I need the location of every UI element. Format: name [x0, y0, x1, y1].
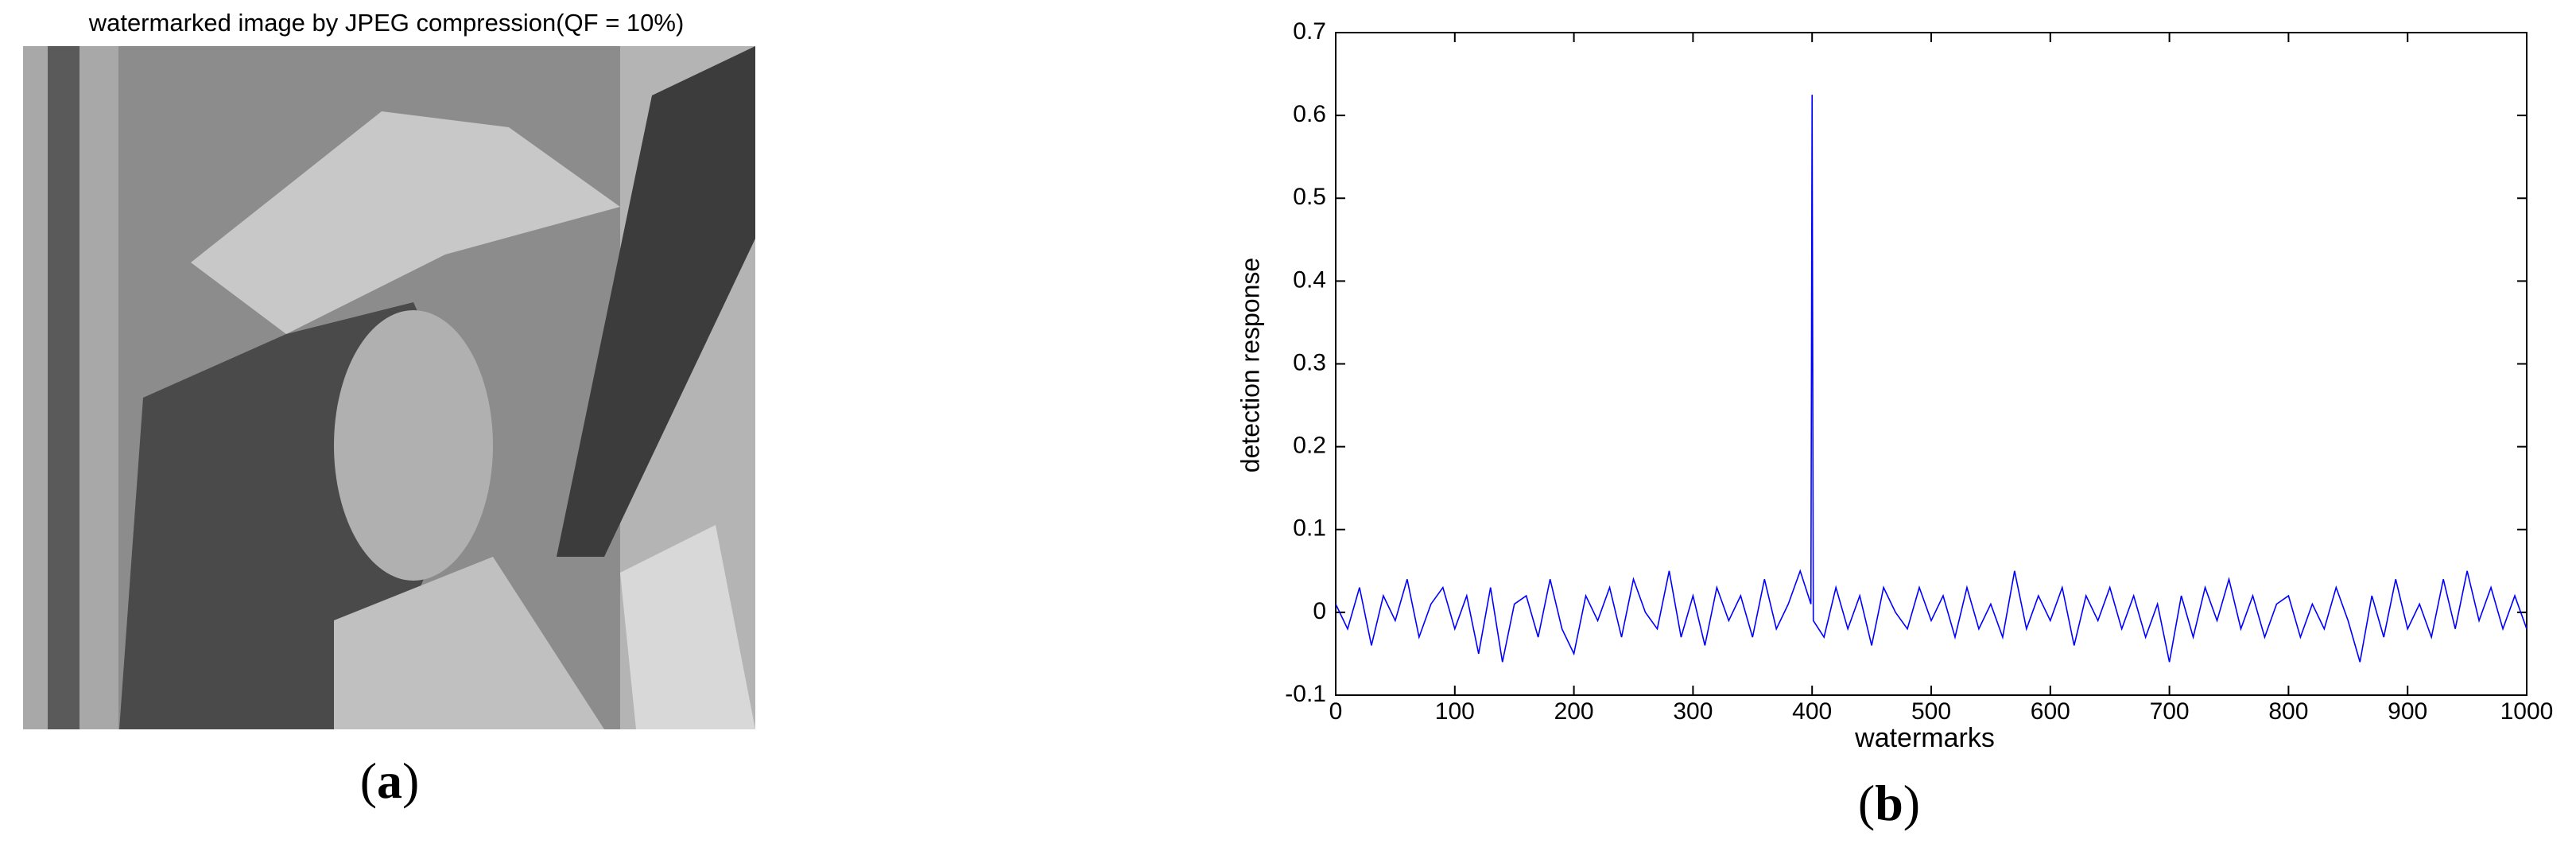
caption-letter: b: [1875, 775, 1903, 831]
y-tick-label: 0.5: [1293, 184, 1326, 210]
caption-paren: ): [402, 752, 419, 809]
x-tick-label: 0: [1329, 698, 1343, 725]
x-tick-label: 900: [2388, 698, 2427, 725]
x-tick-label: 300: [1673, 698, 1713, 725]
x-tick-label: 1000: [2500, 698, 2554, 725]
caption-paren: (: [1858, 775, 1875, 831]
x-tick-label: 200: [1554, 698, 1594, 725]
x-tick-label: 600: [2031, 698, 2070, 725]
y-tick-label: 0.6: [1293, 101, 1326, 127]
caption-b: (b): [1858, 775, 1920, 831]
y-tick-label: 0.3: [1293, 349, 1326, 375]
caption-a: (a): [360, 752, 420, 809]
x-tick-label: 100: [1435, 698, 1475, 725]
compressed-image: [23, 46, 755, 729]
y-axis-label: detection response: [1236, 258, 1264, 472]
y-tick-label: 0.1: [1293, 515, 1326, 542]
x-tick-label: 400: [1792, 698, 1832, 725]
image-title: watermarked image by JPEG compression(QF…: [88, 9, 685, 37]
x-tick-label: 800: [2268, 698, 2308, 725]
data-line: [1335, 95, 2528, 663]
plot-frame: [1335, 32, 2528, 696]
y-tick-label: 0.2: [1293, 433, 1326, 459]
y-tick-label: 0.4: [1293, 266, 1326, 293]
caption-paren: (: [360, 752, 377, 809]
x-tick-label: 700: [2150, 698, 2190, 725]
y-tick-label: 0.7: [1293, 18, 1326, 45]
x-tick-label: 500: [1911, 698, 1951, 725]
caption-letter: a: [377, 752, 402, 809]
caption-paren: ): [1903, 775, 1920, 831]
y-tick-label: 0: [1313, 598, 1326, 624]
y-tick-label: -0.1: [1285, 681, 1326, 707]
x-axis-label: watermarks: [1854, 723, 1995, 753]
